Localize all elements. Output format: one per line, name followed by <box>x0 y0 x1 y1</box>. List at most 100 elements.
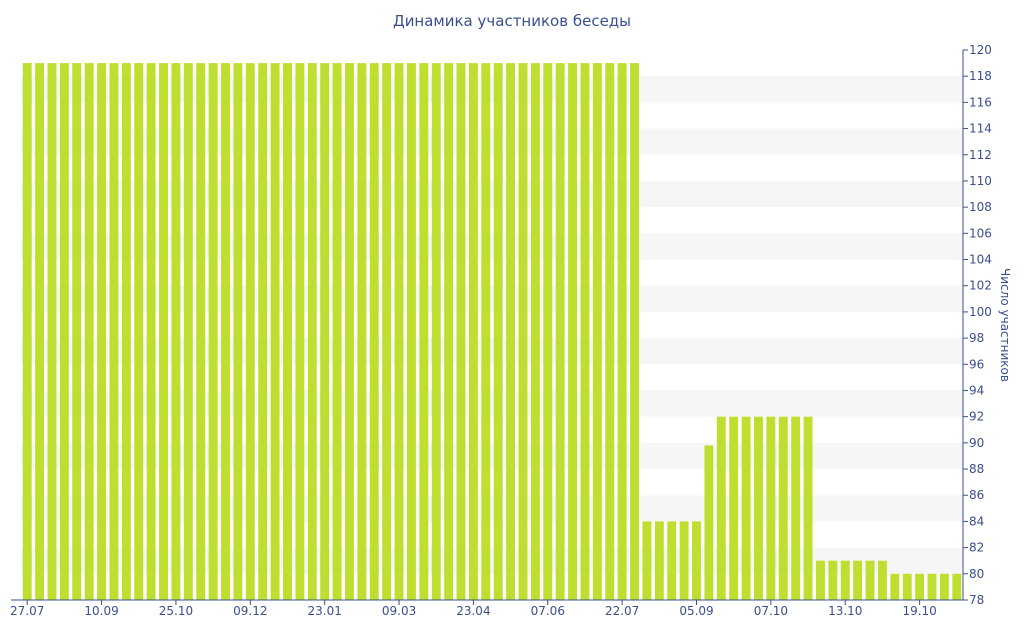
bar <box>245 63 255 601</box>
bar <box>35 63 45 601</box>
bar <box>97 63 107 601</box>
bar <box>109 63 119 601</box>
y-tick-label: 78 <box>969 593 984 607</box>
bar <box>121 63 131 601</box>
bar <box>741 416 751 600</box>
y-tick-label: 116 <box>969 95 992 109</box>
bar <box>134 63 144 601</box>
bar <box>468 63 478 601</box>
bar <box>382 63 392 601</box>
bar <box>159 63 168 601</box>
bar <box>369 63 379 601</box>
y-tick-label: 82 <box>969 541 984 555</box>
x-tick-label: 23.04 <box>456 604 490 618</box>
bar <box>444 63 454 601</box>
bar <box>283 63 292 601</box>
bar <box>72 63 82 601</box>
bar <box>84 63 94 601</box>
bar <box>295 63 305 601</box>
bar <box>704 445 714 600</box>
bar <box>952 573 962 600</box>
bar <box>530 63 540 601</box>
bar <box>47 63 57 601</box>
x-tick-label: 05.09 <box>679 604 713 618</box>
bar <box>183 63 193 601</box>
bar <box>754 416 763 600</box>
y-axis: 78 80 82 84 86 88 90 92 94 96 98 100 102 104 106 108 110… <box>962 43 992 607</box>
bar <box>592 63 602 601</box>
x-tick-label: 07.10 <box>754 604 788 618</box>
x-tick-label: 23.01 <box>307 604 341 618</box>
bar <box>345 63 354 601</box>
y-tick-label: 92 <box>969 410 984 424</box>
y-tick-label: 84 <box>969 514 984 528</box>
x-tick-label: 09.12 <box>233 604 267 618</box>
bar <box>258 63 268 601</box>
bar <box>208 63 218 601</box>
bar <box>580 63 590 601</box>
y-tick-label: 80 <box>969 567 984 581</box>
bar <box>518 63 528 601</box>
bar <box>59 63 69 601</box>
x-tick-label: 25.10 <box>159 604 193 618</box>
bar <box>332 63 342 601</box>
bar <box>270 63 280 601</box>
bar <box>481 63 491 601</box>
bar <box>630 63 639 601</box>
x-tick-label: 07.06 <box>531 604 565 618</box>
y-tick-label: 120 <box>969 43 992 57</box>
bar <box>679 521 689 600</box>
bar <box>939 573 949 600</box>
bar <box>766 416 776 600</box>
bar <box>890 573 900 600</box>
bar <box>778 416 788 600</box>
y-tick-label: 106 <box>969 226 992 240</box>
y-tick-label: 104 <box>969 253 992 267</box>
bar <box>654 521 664 600</box>
bar <box>791 416 801 600</box>
bar <box>506 63 516 601</box>
bar <box>803 416 813 600</box>
bar <box>406 63 416 601</box>
bar <box>667 521 677 600</box>
y-tick-label: 94 <box>969 383 984 397</box>
x-tick-label: 10.09 <box>84 604 118 618</box>
bar <box>729 416 739 600</box>
y-tick-label: 86 <box>969 488 984 502</box>
y-tick-label: 90 <box>969 436 984 450</box>
x-tick-label: 09.03 <box>382 604 416 618</box>
bar <box>716 416 726 600</box>
bar <box>840 560 850 600</box>
bar <box>568 63 578 601</box>
bar <box>617 63 627 601</box>
bar <box>642 521 652 600</box>
bar <box>320 63 330 601</box>
bar-series <box>22 63 962 601</box>
bar <box>357 63 367 601</box>
bar <box>828 560 838 600</box>
y-tick-label: 88 <box>969 462 984 476</box>
y-tick-label: 98 <box>969 331 984 345</box>
bar <box>307 63 317 601</box>
bar <box>22 63 32 601</box>
y-tick-label: 110 <box>969 174 992 188</box>
bar <box>853 560 863 600</box>
bar <box>419 63 429 601</box>
bar <box>915 573 925 600</box>
bar <box>692 521 701 600</box>
bar <box>233 63 243 601</box>
x-tick-label: 13.10 <box>828 604 862 618</box>
bar <box>221 63 230 601</box>
y-tick-label: 96 <box>969 357 984 371</box>
bar <box>196 63 206 601</box>
bar <box>456 63 466 601</box>
x-tick-label: 19.10 <box>902 604 936 618</box>
bar <box>493 63 503 601</box>
y-tick-label: 100 <box>969 305 992 319</box>
bar <box>816 560 825 600</box>
bar <box>543 63 553 601</box>
x-axis: 27.07 10.09 25.10 09.12 23.01 09.03 23.04 07.06… <box>10 599 963 618</box>
bar <box>927 573 937 600</box>
y-tick-label: 112 <box>969 148 992 162</box>
